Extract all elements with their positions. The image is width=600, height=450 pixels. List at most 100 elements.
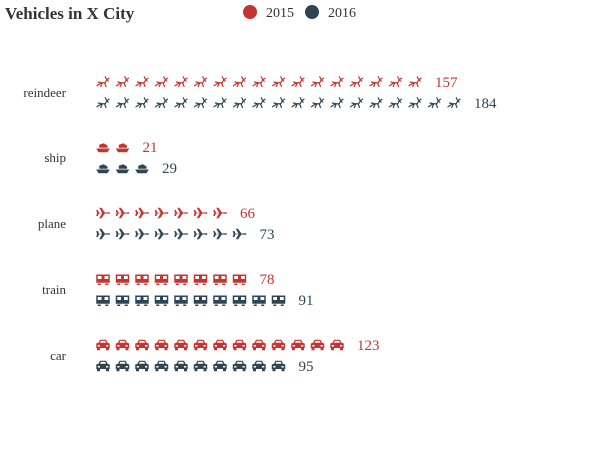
reindeer-icon xyxy=(174,76,188,88)
reindeer-icon xyxy=(232,97,247,109)
bar-plane-2015 xyxy=(96,207,227,219)
category-label: car xyxy=(50,348,67,363)
legend-item-2015[interactable]: 2015 xyxy=(243,5,294,21)
legend-swatch xyxy=(305,5,319,19)
row-reindeer: reindeer 157 184 xyxy=(23,75,497,112)
train-icon xyxy=(232,295,247,306)
ship-icon xyxy=(135,164,149,174)
reindeer-icon xyxy=(96,97,110,109)
train-icon xyxy=(135,295,149,306)
reindeer-icon xyxy=(271,76,286,88)
plane-icon xyxy=(232,228,247,240)
bar-reindeer-2016 xyxy=(96,97,461,109)
reindeer-icon xyxy=(330,76,344,88)
bar-car-2016 xyxy=(96,360,286,372)
bar-car-2015 xyxy=(96,339,344,351)
reindeer-icon xyxy=(330,97,344,109)
reindeer-icon xyxy=(213,76,227,88)
train-icon xyxy=(174,274,188,285)
plane-icon xyxy=(213,228,227,240)
train-icon xyxy=(193,295,208,306)
train-icon xyxy=(154,295,169,306)
row-train: train 78 91 xyxy=(42,272,313,309)
reindeer-icon xyxy=(388,76,403,88)
train-icon xyxy=(96,274,110,285)
value-label: 91 xyxy=(299,293,314,309)
reindeer-icon xyxy=(408,97,422,109)
car-icon xyxy=(232,339,247,351)
reindeer-icon xyxy=(135,76,149,88)
reindeer-icon xyxy=(252,97,266,109)
value-label: 95 xyxy=(299,359,314,375)
train-icon xyxy=(193,274,208,285)
value-label: 157 xyxy=(435,75,458,91)
car-icon xyxy=(154,360,169,372)
reindeer-icon xyxy=(174,97,188,109)
value-label: 184 xyxy=(474,96,497,112)
plane-icon xyxy=(96,207,110,219)
car-icon xyxy=(232,360,247,372)
reindeer-icon xyxy=(310,76,325,88)
car-icon xyxy=(271,339,286,351)
car-icon xyxy=(310,339,325,351)
plane-icon xyxy=(96,228,110,240)
car-icon xyxy=(271,360,286,372)
reindeer-icon xyxy=(193,76,208,88)
plane-icon xyxy=(174,228,188,240)
plane-icon xyxy=(154,228,169,240)
plane-icon xyxy=(154,207,169,219)
train-icon xyxy=(115,274,130,285)
plane-icon xyxy=(213,207,227,219)
train-icon xyxy=(96,295,110,306)
ship-icon xyxy=(96,164,110,174)
car-icon xyxy=(96,360,110,372)
car-icon xyxy=(135,360,149,372)
plane-icon xyxy=(193,228,208,240)
train-icon xyxy=(271,295,286,306)
car-icon xyxy=(174,360,188,372)
reindeer-icon xyxy=(96,76,110,88)
chart-title: Vehicles in X City xyxy=(5,4,135,23)
reindeer-icon xyxy=(154,76,169,88)
car-icon xyxy=(135,339,149,351)
car-icon xyxy=(174,339,188,351)
plane-icon xyxy=(135,228,149,240)
reindeer-icon xyxy=(193,97,208,109)
bar-train-2015 xyxy=(96,274,247,285)
car-icon xyxy=(154,339,169,351)
reindeer-icon xyxy=(349,97,364,109)
car-icon xyxy=(193,360,208,372)
value-label: 21 xyxy=(143,140,158,156)
plane-icon xyxy=(193,207,208,219)
plane-icon xyxy=(115,228,130,240)
train-icon xyxy=(213,274,227,285)
reindeer-icon xyxy=(154,97,169,109)
reindeer-icon xyxy=(271,97,286,109)
reindeer-icon xyxy=(252,76,266,88)
row-car: car 123 95 xyxy=(50,338,379,375)
car-icon xyxy=(213,339,227,351)
car-icon xyxy=(291,339,305,351)
car-icon xyxy=(115,339,130,351)
plane-icon xyxy=(174,207,188,219)
legend[interactable]: 2015 2016 xyxy=(243,5,356,21)
train-icon xyxy=(154,274,169,285)
value-label: 73 xyxy=(260,227,275,243)
car-icon xyxy=(96,339,110,351)
ship-icon xyxy=(115,164,130,174)
legend-item-2016[interactable]: 2016 xyxy=(305,5,356,21)
reindeer-icon xyxy=(232,76,247,88)
car-icon xyxy=(252,360,266,372)
train-icon xyxy=(174,295,188,306)
train-icon xyxy=(213,295,227,306)
car-icon xyxy=(213,360,227,372)
reindeer-icon xyxy=(388,97,403,109)
car-icon xyxy=(115,360,130,372)
value-label: 66 xyxy=(240,206,256,222)
car-icon xyxy=(193,339,208,351)
train-icon xyxy=(135,274,149,285)
reindeer-icon xyxy=(291,97,305,109)
reindeer-icon xyxy=(427,97,442,109)
